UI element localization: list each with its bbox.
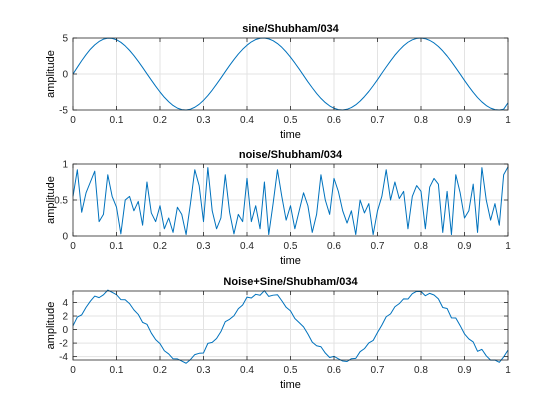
x-tick-label: 0.9 <box>458 115 472 126</box>
subplot-2: 0 0.1 0.2 0.3 0.4 0.5 0.6 0.7 0.8 0.9 1 0 0.5 1 noise/… <box>45 149 511 267</box>
x-tick-label: 0.1 <box>110 241 124 252</box>
x-tick-label: 0 <box>70 115 76 126</box>
x-axis-label: time <box>280 255 301 267</box>
x-tick-label: 0.8 <box>414 241 428 252</box>
y-tick-label: 4 <box>62 298 68 309</box>
y-tick-label: -4 <box>59 352 68 363</box>
x-tick-label: 0.8 <box>414 115 428 126</box>
y-axis-label: amplitude <box>45 50 57 98</box>
x-tick-label: 1 <box>505 365 511 376</box>
y-tick-label: 1 <box>62 160 68 171</box>
chart-title: sine/Shubham/034 <box>242 23 339 35</box>
chart-title: noise/Shubham/034 <box>239 149 343 161</box>
y-tick-label: -2 <box>59 339 68 350</box>
subplot-3: 0 0.1 0.2 0.3 0.4 0.5 0.6 0.7 0.8 0.9 1 -4 -2 0 2 4 Nois… <box>45 276 511 391</box>
x-tick-label: 0.2 <box>153 365 167 376</box>
x-tick-label: 0.5 <box>284 365 298 376</box>
x-axis-label: time <box>280 379 301 391</box>
x-tick-label: 0.2 <box>153 115 167 126</box>
x-tick-label: 0.7 <box>371 241 385 252</box>
y-tick-label: 0.5 <box>54 196 68 207</box>
x-tick-label: 0.7 <box>371 365 385 376</box>
x-tick-label: 0.3 <box>197 241 211 252</box>
x-tick-label: 0.6 <box>327 241 341 252</box>
x-tick-label: 0.5 <box>284 115 298 126</box>
x-tick-label: 0 <box>70 365 76 376</box>
x-tick-label: 0.4 <box>240 115 254 126</box>
x-tick-label: 1 <box>505 115 511 126</box>
y-axis-label: amplitude <box>45 176 57 224</box>
x-tick-label: 0.3 <box>197 365 211 376</box>
series-line <box>72 289 509 364</box>
x-tick-label: 0.8 <box>414 365 428 376</box>
y-tick-label: 0 <box>62 70 68 81</box>
x-tick-label: 0.5 <box>284 241 298 252</box>
x-tick-label: 0.1 <box>110 115 124 126</box>
x-tick-label: 0.4 <box>240 241 254 252</box>
series-line <box>72 37 509 111</box>
y-tick-label: 2 <box>62 312 68 323</box>
y-tick-label: 5 <box>62 34 68 45</box>
chart-title: Noise+Sine/Shubham/034 <box>223 276 358 288</box>
x-tick-label: 0.1 <box>110 365 124 376</box>
x-axis-label: time <box>280 129 301 141</box>
subplots: 0 0.1 0.2 0.3 0.4 0.5 0.6 0.7 0.8 0.9 1-505sine/Sh… <box>45 23 511 391</box>
series-line <box>72 166 509 236</box>
subplot-1: 0 0.1 0.2 0.3 0.4 0.5 0.6 0.7 0.8 0.9 1-505sine/Sh… <box>45 23 511 141</box>
y-axis-label: amplitude <box>45 302 57 350</box>
x-tick-label: 0.6 <box>327 115 341 126</box>
y-tick-label: -5 <box>59 106 68 117</box>
x-tick-label: 0 <box>70 241 76 252</box>
x-tick-label: 0.9 <box>458 365 472 376</box>
x-tick-label: 0.7 <box>371 115 385 126</box>
x-tick-label: 0.6 <box>327 365 341 376</box>
y-tick-label: 0 <box>62 325 68 336</box>
x-tick-label: 1 <box>505 241 511 252</box>
y-tick-label: 0 <box>62 232 68 243</box>
x-tick-label: 0.3 <box>197 115 211 126</box>
x-tick-label: 0.2 <box>153 241 167 252</box>
x-tick-label: 0.4 <box>240 365 254 376</box>
x-tick-label: 0.9 <box>458 241 472 252</box>
